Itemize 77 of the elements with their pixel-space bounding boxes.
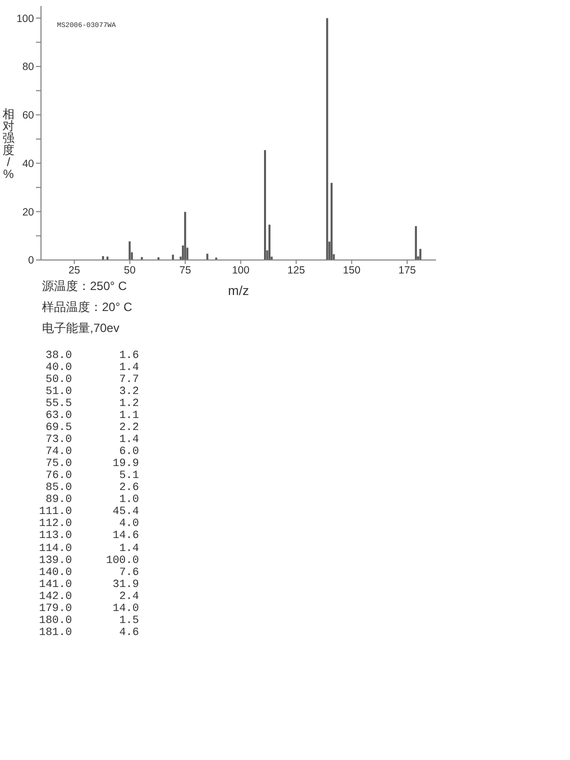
x-tick-label: 125 [287,264,306,276]
y-tick-label: 100 [16,12,34,25]
x-tick-label: 150 [342,264,361,276]
x-axis-title: m/z [228,283,249,298]
x-tick-label: 175 [398,264,416,276]
text: 51.0 [44,386,72,398]
text: 7.7 [118,374,139,386]
text: 45.4 [112,506,139,518]
text: 89.0 [44,494,72,506]
text: 141.0 [38,578,72,591]
text: 139.0 [38,554,72,567]
text: 142.0 [38,590,72,603]
text: 112.0 [38,518,72,530]
bar [419,248,422,260]
text: 1.5 [118,614,139,627]
text: 7.6 [118,566,139,579]
text: 5.1 [118,470,139,482]
text: 2.2 [118,422,139,434]
text: 38.0 [44,350,72,362]
text: 179.0 [38,602,72,615]
x-tick-label: 100 [232,264,250,276]
text: 6.0 [118,446,139,458]
y-tick-label: 60 [22,110,34,122]
text: 74.0 [44,446,72,458]
text: 140.0 [38,566,72,579]
text: 1.2 [118,398,139,410]
x-tick-label: 75 [179,264,192,276]
text: 电子能量,70ev [42,320,120,337]
y-tick-label: 80 [22,61,34,74]
text: 1.1 [118,410,139,422]
bar [128,241,131,260]
text: 1.6 [118,350,139,362]
text: 100.0 [104,554,139,567]
bar [102,256,104,260]
x-tick-label: 50 [124,264,136,276]
text: 55.5 [44,398,72,410]
bar [326,18,328,260]
x-tick-label: 25 [68,264,80,276]
text: 63.0 [44,410,72,422]
text: 4.6 [118,626,139,639]
text: 源温度：250° C [42,278,127,295]
y-tick-label: 0 [28,254,34,267]
text: 113.0 [38,530,72,542]
text: 3.2 [118,386,139,398]
text: 31.9 [112,578,139,591]
bar [414,226,417,260]
text: 1.4 [118,542,139,555]
text: 85.0 [44,482,72,494]
bar [330,182,333,260]
text: 111.0 [38,506,72,518]
text: 180.0 [38,614,72,627]
text: 4.0 [118,518,139,530]
text: 76.0 [44,470,72,482]
text: 14.0 [112,602,139,615]
bar [264,150,266,260]
text: 1.4 [118,434,139,446]
text: 1.0 [118,494,139,506]
bar [184,212,186,260]
bar [172,254,174,260]
text: 69.5 [44,422,72,434]
text: 14.6 [112,530,139,542]
text: 2.6 [118,482,139,494]
bar [206,254,208,260]
text: 75.0 [44,458,72,470]
y-tick-label: 40 [22,158,34,170]
text: 2.4 [118,590,139,603]
bar [268,224,270,260]
text: 73.0 [44,434,72,446]
text: 181.0 [38,626,72,639]
text: 样品温度：20° C [42,299,132,316]
y-axis-title: 相对强度/% [2,107,15,181]
text: 1.4 [118,362,139,374]
y-tick-label: 20 [22,206,34,218]
text: 50.0 [44,374,72,386]
text: 114.0 [38,542,72,555]
text: 40.0 [44,362,72,374]
text: 19.9 [112,458,139,470]
